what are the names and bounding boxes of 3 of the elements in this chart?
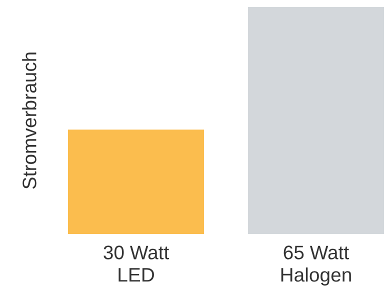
- x-tick-label: 65 Watt Halogen: [281, 246, 351, 286]
- x-tick-label: 30 Watt LED: [104, 246, 170, 282]
- y-axis-title: Stromverbrauch: [22, 52, 36, 189]
